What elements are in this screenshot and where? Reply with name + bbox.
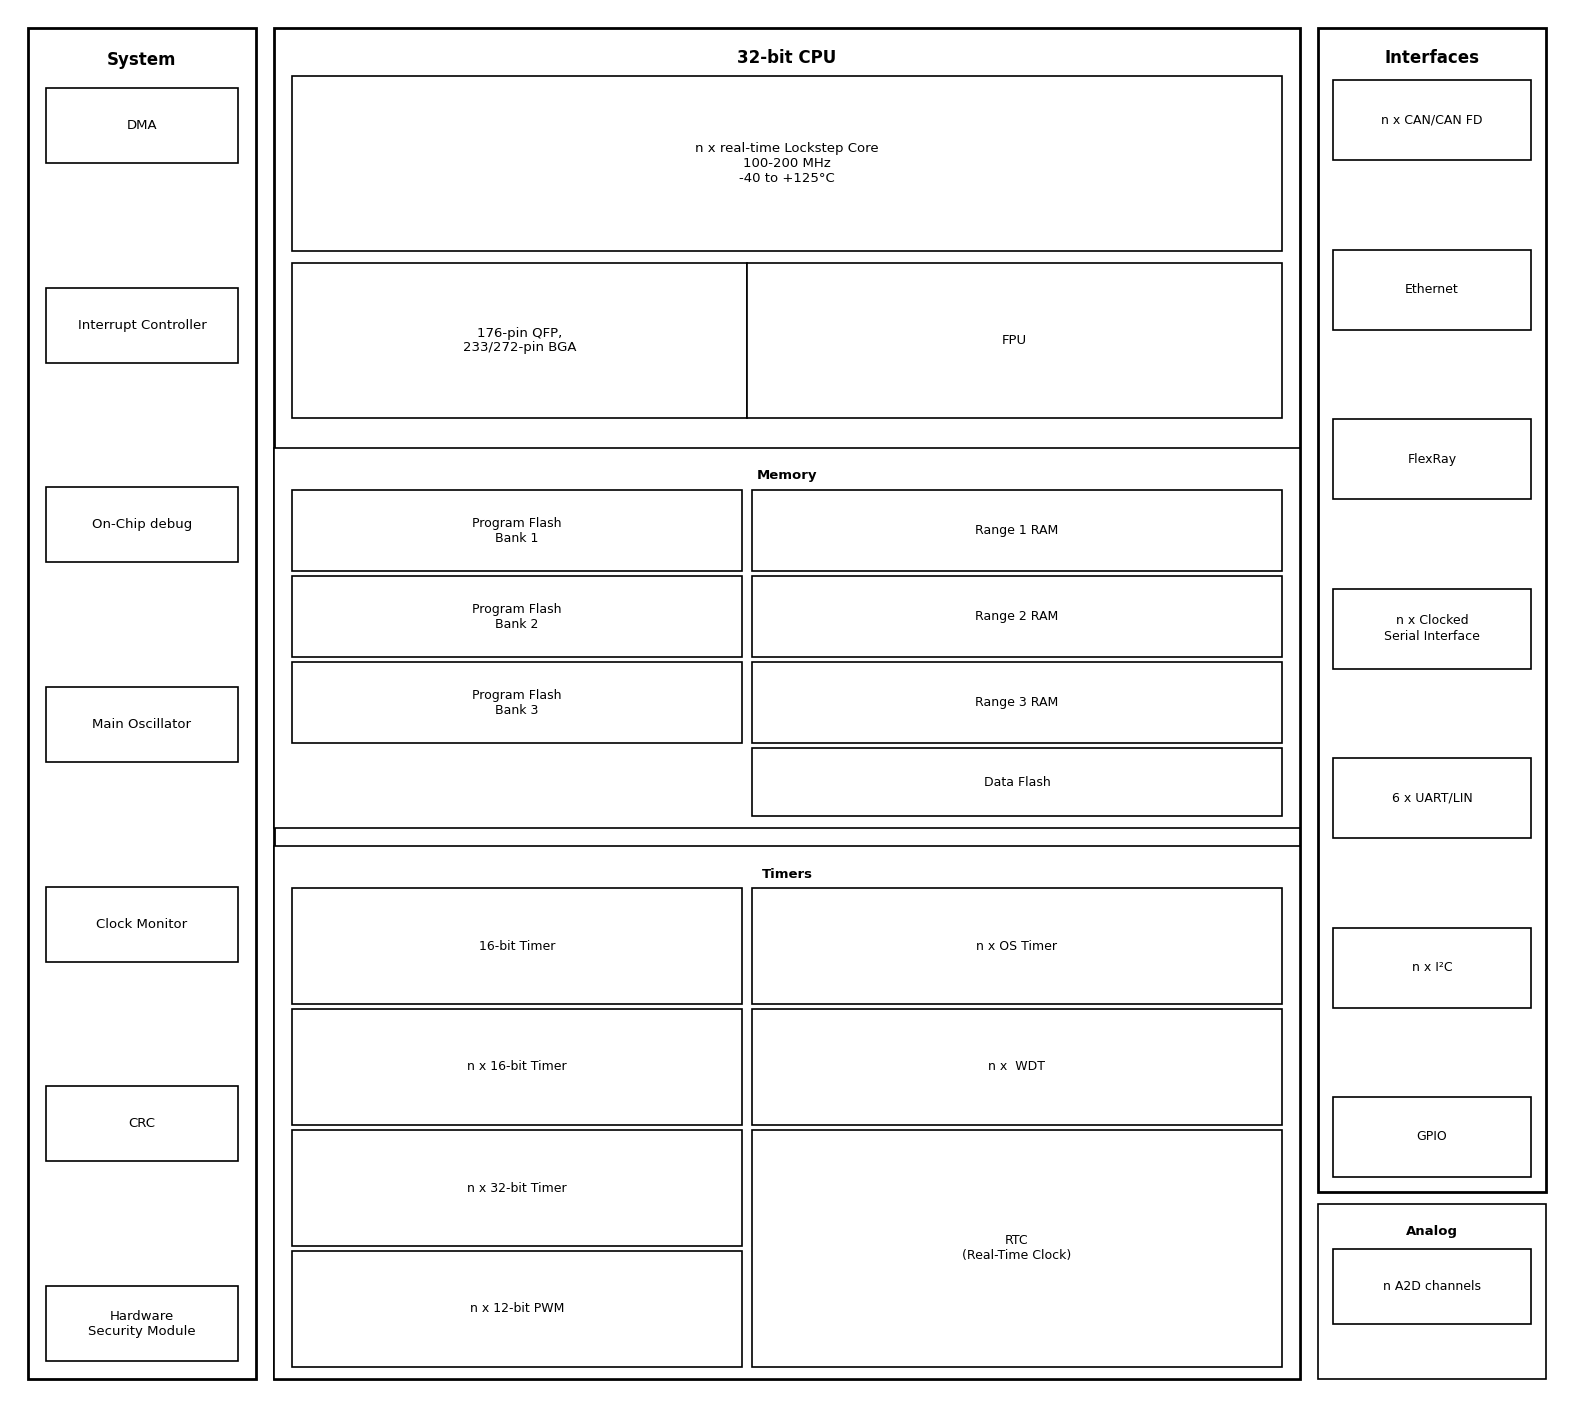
Text: n x CAN/CAN FD: n x CAN/CAN FD [1382, 114, 1483, 127]
Text: RTC
(Real-Time Clock): RTC (Real-Time Clock) [962, 1234, 1072, 1262]
FancyBboxPatch shape [293, 263, 748, 418]
FancyBboxPatch shape [1333, 1097, 1532, 1178]
Text: n x  WDT: n x WDT [988, 1061, 1045, 1074]
Text: On-Chip debug: On-Chip debug [91, 518, 192, 532]
FancyBboxPatch shape [293, 76, 1281, 250]
Text: FlexRay: FlexRay [1407, 453, 1456, 466]
Text: n x 12-bit PWM: n x 12-bit PWM [469, 1303, 563, 1316]
Text: n x Clocked
Serial Interface: n x Clocked Serial Interface [1384, 615, 1480, 643]
FancyBboxPatch shape [748, 263, 1281, 418]
Text: Main Oscillator: Main Oscillator [93, 718, 192, 732]
FancyBboxPatch shape [1333, 758, 1532, 839]
FancyBboxPatch shape [752, 1009, 1281, 1126]
FancyBboxPatch shape [752, 490, 1281, 571]
Text: Interrupt Controller: Interrupt Controller [77, 318, 206, 332]
FancyBboxPatch shape [1317, 1204, 1546, 1379]
Text: CRC: CRC [129, 1117, 156, 1130]
Text: n x real-time Lockstep Core
100-200 MHz
-40 to +125°C: n x real-time Lockstep Core 100-200 MHz … [696, 142, 878, 184]
FancyBboxPatch shape [752, 1130, 1281, 1368]
FancyBboxPatch shape [274, 447, 1300, 827]
Text: n x I²C: n x I²C [1412, 961, 1453, 974]
Text: 176-pin QFP,
233/272-pin BGA: 176-pin QFP, 233/272-pin BGA [463, 326, 576, 355]
FancyBboxPatch shape [752, 749, 1281, 816]
Text: 32-bit CPU: 32-bit CPU [737, 49, 837, 68]
FancyBboxPatch shape [46, 687, 238, 763]
Text: Range 1 RAM: Range 1 RAM [976, 523, 1059, 537]
Text: Interfaces: Interfaces [1385, 49, 1480, 68]
Text: n x 16-bit Timer: n x 16-bit Timer [467, 1061, 567, 1074]
FancyBboxPatch shape [46, 1086, 238, 1161]
FancyBboxPatch shape [46, 89, 238, 163]
FancyBboxPatch shape [46, 886, 238, 961]
Text: Clock Monitor: Clock Monitor [96, 917, 187, 930]
FancyBboxPatch shape [752, 888, 1281, 1005]
FancyBboxPatch shape [1333, 1249, 1532, 1324]
FancyBboxPatch shape [1333, 588, 1532, 668]
FancyBboxPatch shape [28, 28, 257, 1379]
FancyBboxPatch shape [46, 1286, 238, 1361]
Text: System: System [107, 51, 176, 69]
Text: 16-bit Timer: 16-bit Timer [478, 940, 556, 953]
Text: Analog: Analog [1406, 1225, 1458, 1238]
FancyBboxPatch shape [752, 575, 1281, 657]
FancyBboxPatch shape [1333, 419, 1532, 499]
FancyBboxPatch shape [293, 575, 741, 657]
FancyBboxPatch shape [1333, 249, 1532, 329]
Text: 6 x UART/LIN: 6 x UART/LIN [1391, 792, 1472, 805]
Text: n x 32-bit Timer: n x 32-bit Timer [467, 1182, 567, 1195]
FancyBboxPatch shape [46, 287, 238, 363]
FancyBboxPatch shape [1333, 927, 1532, 1007]
Text: Program Flash
Bank 3: Program Flash Bank 3 [472, 688, 562, 716]
Text: Range 2 RAM: Range 2 RAM [976, 611, 1059, 623]
Text: GPIO: GPIO [1417, 1130, 1448, 1144]
FancyBboxPatch shape [293, 1130, 741, 1247]
FancyBboxPatch shape [293, 490, 741, 571]
FancyBboxPatch shape [1333, 80, 1532, 160]
FancyBboxPatch shape [46, 487, 238, 563]
FancyBboxPatch shape [293, 1009, 741, 1126]
Text: n A2D channels: n A2D channels [1384, 1280, 1481, 1293]
FancyBboxPatch shape [752, 663, 1281, 743]
Text: Hardware
Security Module: Hardware Security Module [88, 1310, 195, 1338]
Text: Data Flash: Data Flash [984, 775, 1050, 788]
FancyBboxPatch shape [293, 663, 741, 743]
Text: Program Flash
Bank 2: Program Flash Bank 2 [472, 602, 562, 630]
FancyBboxPatch shape [1317, 28, 1546, 1192]
FancyBboxPatch shape [293, 888, 741, 1005]
Text: Timers: Timers [762, 868, 812, 881]
Text: DMA: DMA [126, 120, 157, 132]
FancyBboxPatch shape [293, 1251, 741, 1368]
Text: n x OS Timer: n x OS Timer [976, 940, 1058, 953]
Text: Memory: Memory [757, 470, 817, 483]
Text: Program Flash
Bank 1: Program Flash Bank 1 [472, 516, 562, 545]
FancyBboxPatch shape [274, 28, 1300, 1379]
Text: FPU: FPU [1003, 333, 1028, 348]
FancyBboxPatch shape [274, 846, 1300, 1379]
Text: Range 3 RAM: Range 3 RAM [976, 696, 1059, 709]
Text: Ethernet: Ethernet [1406, 283, 1459, 295]
